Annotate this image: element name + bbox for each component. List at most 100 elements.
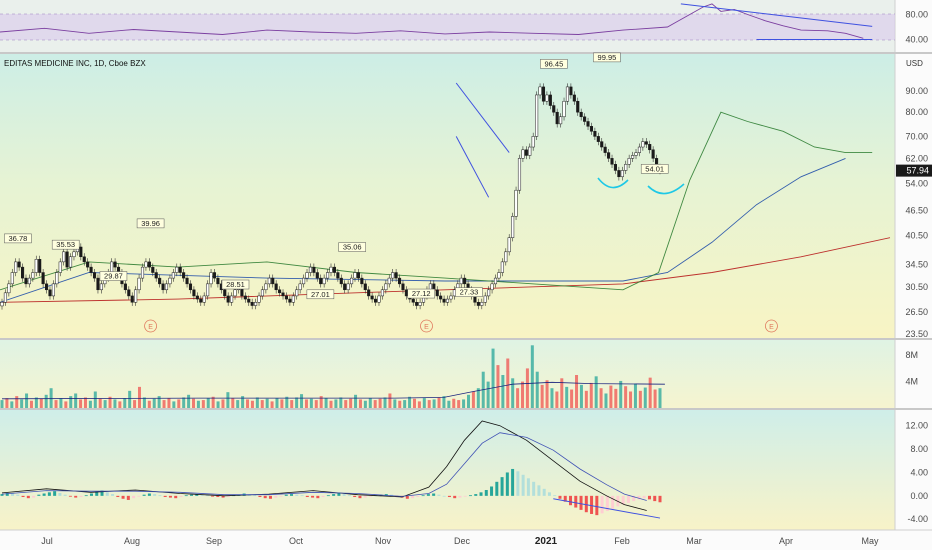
volume-bar <box>633 383 637 408</box>
macd-histogram-bar <box>11 493 15 496</box>
price-annotation-box <box>306 289 335 300</box>
volume-bar <box>412 398 416 408</box>
candle-body <box>144 261 148 268</box>
candle-body <box>603 146 607 153</box>
price-channel-lower <box>455 136 490 198</box>
candle-body <box>579 111 583 118</box>
volume-bar <box>545 380 549 408</box>
macd-histogram-bar <box>611 495 615 509</box>
price-layer: 36.78 35.53 29.87 39.96 28.51 27.01 35.06 27.12… <box>0 52 891 333</box>
candle-body <box>377 295 381 303</box>
candle-body <box>192 289 196 297</box>
candle-body <box>370 295 374 300</box>
price-channel-upper <box>455 82 510 153</box>
macd-axis-tick: 8.00 <box>910 444 928 454</box>
macd-histogram-bar <box>516 471 520 496</box>
candle-body <box>175 266 179 273</box>
cup-arc <box>597 177 629 189</box>
candle-body <box>548 94 552 106</box>
volume-bar <box>486 381 490 408</box>
volume-bar <box>452 398 456 408</box>
macd-histogram-bar <box>26 495 30 499</box>
macd-histogram-bar <box>405 495 409 499</box>
candle-body <box>504 251 508 263</box>
price-annotation-box <box>136 218 165 229</box>
macd-histogram-bar <box>421 495 425 497</box>
volume-bar <box>584 390 588 408</box>
volume-bar <box>241 396 245 408</box>
macd-histogram-bar <box>21 495 25 498</box>
macd-histogram-bar <box>326 495 330 497</box>
macd-layer <box>0 420 662 519</box>
candle-body <box>89 266 93 273</box>
macd-histogram-bar <box>579 495 583 510</box>
macd-histogram-bar <box>279 495 283 497</box>
volume-bar <box>589 382 593 408</box>
macd-histogram-bar <box>284 494 288 496</box>
macd-pane-bg <box>0 410 895 530</box>
earnings-marker <box>420 319 433 333</box>
candle-body <box>569 86 573 96</box>
macd-histogram-bar <box>32 495 36 498</box>
macd-histogram-bar <box>274 495 278 498</box>
time-axis-bg <box>0 530 932 550</box>
volume-bar <box>29 400 33 408</box>
candle-body <box>216 277 220 285</box>
macd-histogram-bar <box>442 495 446 497</box>
earnings-marker-label: E <box>424 324 429 331</box>
volume-axis-tick: 4M <box>905 377 918 387</box>
volume-bar <box>290 400 294 408</box>
macd-histogram-bar <box>5 492 9 496</box>
macd-histogram-bar <box>347 495 351 497</box>
macd-histogram-bar <box>74 495 78 498</box>
macd-histogram-bar <box>63 494 67 496</box>
candle-body <box>634 152 638 156</box>
volume-bar <box>363 400 367 408</box>
macd-histogram-bar <box>595 495 599 516</box>
candle-body <box>565 86 570 102</box>
candle-body <box>404 289 408 297</box>
macd-histogram-bar <box>111 494 115 496</box>
rsi-band <box>0 14 895 40</box>
volume-bar <box>236 400 240 408</box>
volume-bar <box>133 400 137 408</box>
volume-bar <box>417 401 421 408</box>
macd-histogram-bar <box>84 495 88 497</box>
candle-body <box>490 283 494 291</box>
volume-bar <box>358 399 362 408</box>
candle-body <box>308 266 312 273</box>
volume-bar <box>599 388 603 408</box>
candle-body <box>387 277 391 285</box>
price-annotation-box <box>593 52 621 63</box>
candle-body <box>212 272 217 279</box>
time-axis-label: Dec <box>454 536 471 546</box>
macd-histogram-bar <box>95 491 99 496</box>
macd-histogram-bar <box>453 495 457 499</box>
candle-body <box>613 164 617 171</box>
macd-histogram-bar <box>116 495 120 498</box>
candle-body <box>199 298 203 303</box>
volume-bar <box>25 393 29 408</box>
macd-histogram-bar <box>584 495 588 513</box>
candle-body <box>641 141 645 148</box>
volume-bar <box>221 399 225 408</box>
volume-bar <box>575 375 579 408</box>
candle-body <box>463 277 467 285</box>
candle-body <box>96 277 100 291</box>
macd-histogram-bar <box>447 495 451 498</box>
macd-histogram-bar <box>121 495 125 499</box>
volume-bar <box>113 399 117 408</box>
macd-histogram-bar <box>605 495 609 512</box>
volume-bar <box>329 400 333 408</box>
volume-bar <box>211 396 215 408</box>
candle-body <box>243 295 247 300</box>
volume-bar <box>344 400 348 408</box>
volume-bar <box>216 401 220 408</box>
volume-bar <box>54 400 58 408</box>
candle-body <box>195 295 199 300</box>
macd-histogram-bar <box>226 495 230 498</box>
macd-histogram-bar <box>432 493 436 496</box>
macd-histogram-bar <box>253 495 257 497</box>
candle-body <box>7 283 11 294</box>
